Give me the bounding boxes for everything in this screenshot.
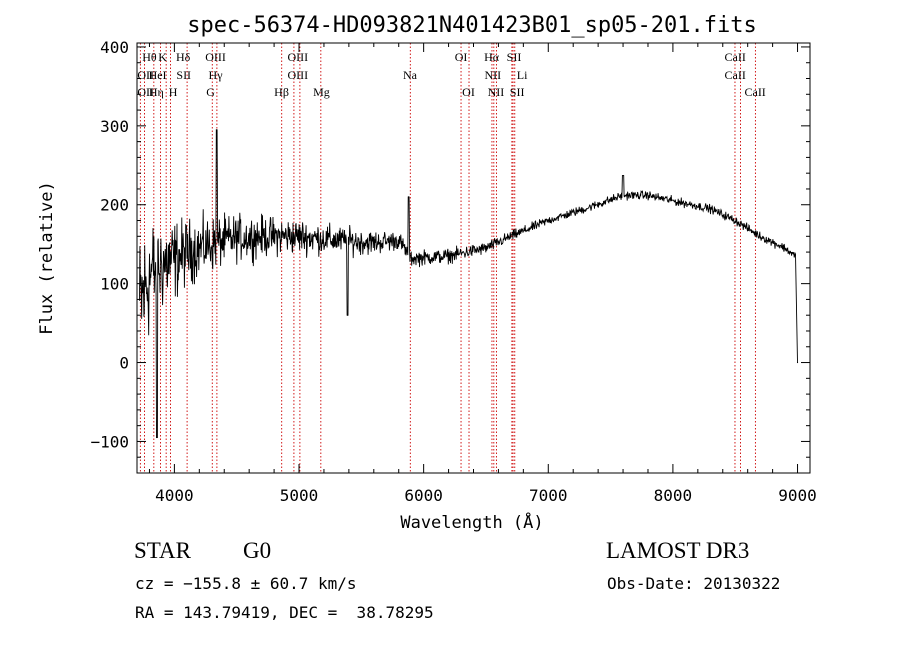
spectral-feature-point	[216, 129, 218, 131]
y-tick-label: 100	[100, 275, 129, 294]
spectral-line-label: CaII	[725, 68, 746, 82]
spectral-line-label: NII	[488, 85, 505, 99]
spectral-line-label: Mg	[313, 85, 330, 99]
spectrum-line	[139, 129, 798, 438]
coordinates: RA = 143.79419, DEC = 38.78295	[135, 603, 434, 622]
x-tick-label: 4000	[155, 486, 194, 505]
spectral-line-label: H	[169, 85, 178, 99]
spectral-feature-point	[622, 174, 624, 177]
redshift-velocity: cz = −155.8 ± 60.7 km/s	[135, 574, 357, 593]
spectral-line-label: OI	[455, 50, 468, 64]
y-tick-label: 0	[119, 354, 129, 373]
spectral-line-label: SII	[507, 50, 522, 64]
spectral-feature-point	[796, 361, 799, 364]
spectral-line-label: Hδ	[176, 50, 191, 64]
survey-name: LAMOST DR3	[606, 538, 750, 563]
spectral-line-label: OIII	[287, 68, 308, 82]
spectral-line-label: CaII	[744, 85, 765, 99]
spectral-line-label: OII	[137, 68, 154, 82]
spectral-line-label: SII	[510, 85, 525, 99]
spectral-line-label: K	[158, 50, 167, 64]
y-tick-label: 300	[100, 117, 129, 136]
object-subclass: G0	[243, 538, 272, 563]
spectral-features	[156, 129, 799, 439]
spectral-line-label: Li	[517, 68, 528, 82]
y-tick-label: 400	[100, 38, 129, 57]
y-tick-label: −100	[90, 432, 129, 451]
chart-title: spec-56374-HD093821N401423B01_sp05-201.f…	[187, 13, 757, 38]
y-axis: −100 0 100 200 300 400	[90, 38, 810, 458]
x-tick-label: 5000	[280, 486, 319, 505]
x-tick-label: 8000	[654, 486, 693, 505]
x-axis: 4000 5000 6000 7000 8000 9000	[148, 43, 817, 505]
x-tick-label: 6000	[404, 486, 443, 505]
spectral-feature-point	[408, 196, 410, 198]
y-axis-label: Flux (relative)	[37, 181, 57, 335]
spectral-line-label: OIII	[205, 50, 226, 64]
plot-frame	[136, 42, 811, 474]
spectral-line-label: G	[206, 85, 215, 99]
spectral-line-label: OI	[462, 85, 475, 99]
spectral-line-label: OIII	[287, 50, 308, 64]
x-tick-label: 7000	[529, 486, 568, 505]
spectral-line-label: OII	[137, 85, 154, 99]
observation-date: Obs-Date: 20130322	[607, 574, 781, 593]
x-tick-label: 9000	[778, 486, 817, 505]
spectral-line-label: Hβ	[274, 85, 289, 99]
y-tick-label: 200	[100, 196, 129, 215]
spectral-feature-point	[347, 314, 349, 316]
spectral-line-label: CaII	[725, 50, 746, 64]
spectral-line-label: SII	[176, 68, 191, 82]
object-class: STAR	[134, 538, 191, 563]
spectral-feature-point	[156, 436, 158, 439]
spectral-line-label: Hγ	[209, 68, 224, 82]
spectral-line-label: NII	[484, 68, 501, 82]
spectral-line-label: Hη	[149, 85, 164, 99]
spectral-line-label: Na	[403, 68, 418, 82]
spectral-line-label: HeI	[149, 68, 167, 82]
x-axis-label: Wavelength (Å)	[400, 511, 543, 533]
spectral-line-label: Hα	[484, 50, 500, 64]
spectral-line-label: Hθ	[142, 50, 157, 64]
